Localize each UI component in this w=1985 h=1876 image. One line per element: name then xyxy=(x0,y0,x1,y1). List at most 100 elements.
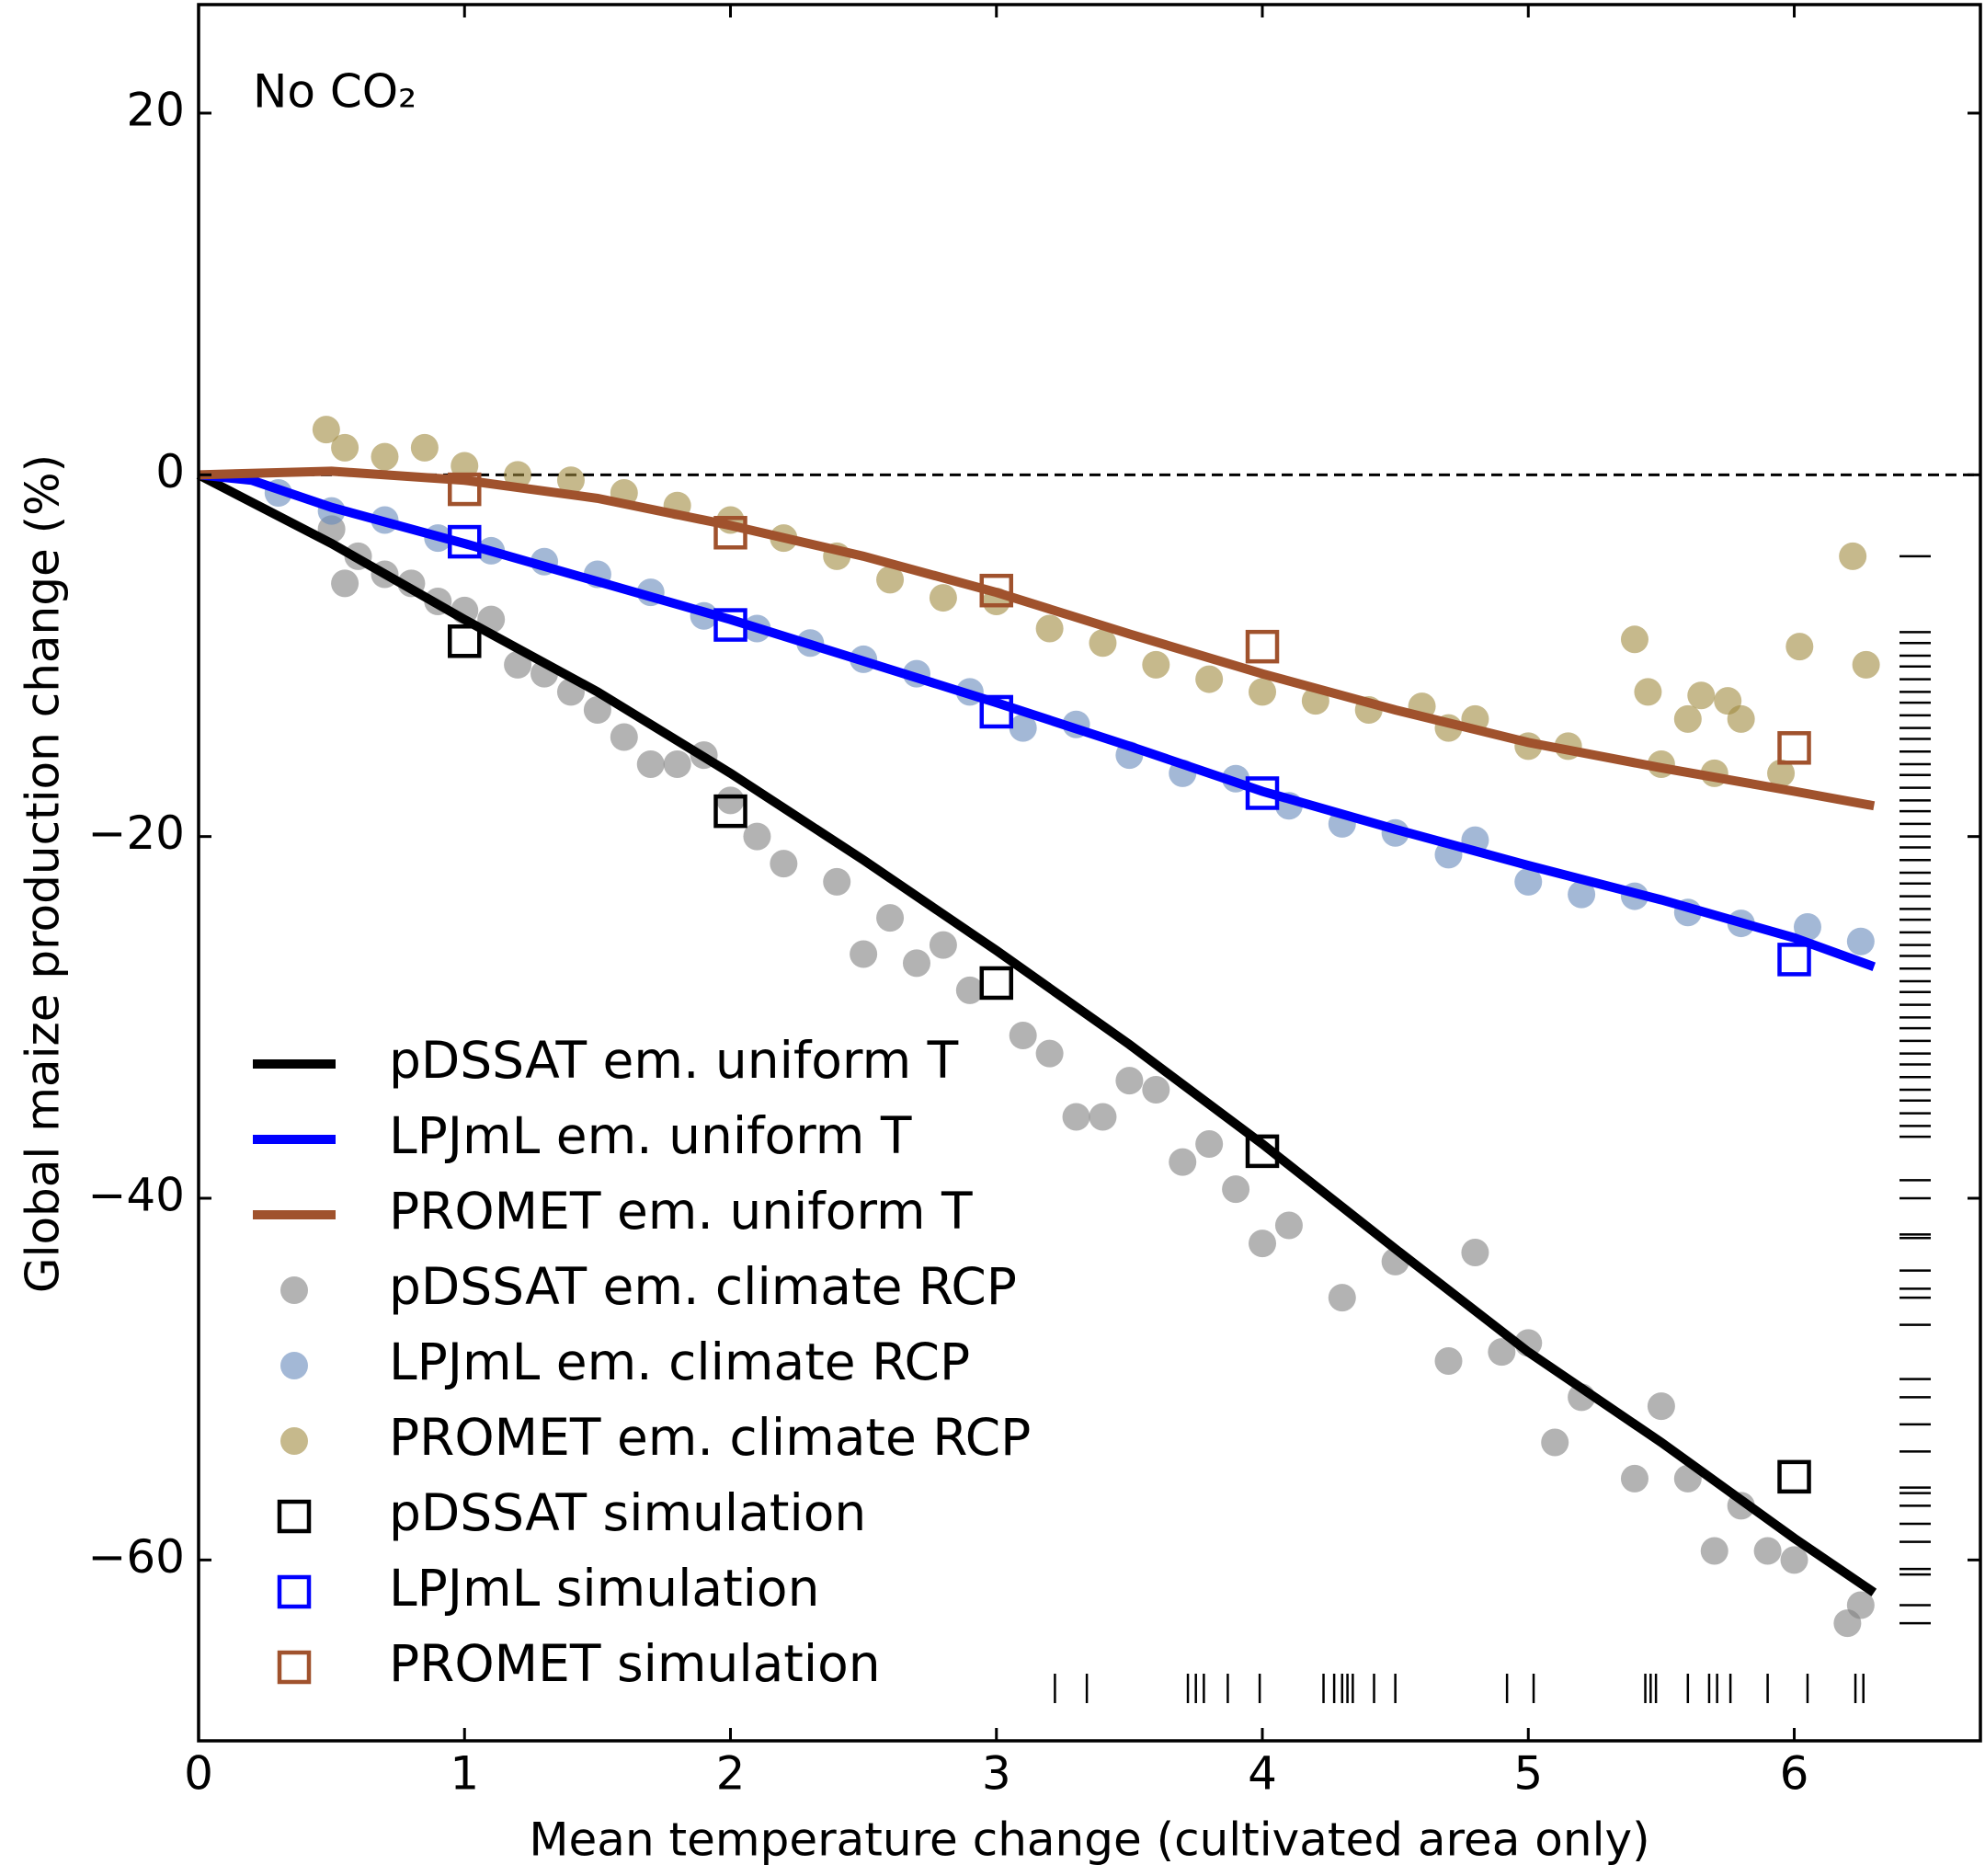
point xyxy=(823,867,851,896)
legend-swatch xyxy=(277,1499,312,1534)
point xyxy=(1461,1239,1489,1266)
x-tick-label: 1 xyxy=(450,1747,479,1801)
x-tick-label: 2 xyxy=(716,1747,746,1801)
point xyxy=(955,976,984,1004)
point xyxy=(1780,1546,1808,1574)
point xyxy=(1274,1211,1303,1240)
point xyxy=(504,650,532,679)
point xyxy=(850,940,878,968)
point xyxy=(1793,913,1821,941)
point xyxy=(1089,629,1117,658)
point xyxy=(1852,650,1880,679)
point xyxy=(1249,678,1277,706)
point xyxy=(743,822,771,851)
point xyxy=(876,566,905,594)
point xyxy=(663,750,691,778)
y-tick-label: 20 xyxy=(126,84,185,137)
legend-label: LPJmL simulation xyxy=(389,1559,819,1618)
point xyxy=(331,569,359,598)
simulation-marker xyxy=(1245,1134,1280,1169)
point xyxy=(1687,681,1716,710)
point xyxy=(1514,867,1543,896)
point xyxy=(331,433,359,462)
legend-swatch xyxy=(280,1276,308,1304)
point xyxy=(1035,614,1064,643)
simulation-marker xyxy=(1777,1459,1811,1494)
point xyxy=(610,723,638,751)
point xyxy=(929,931,957,959)
plot-frame xyxy=(197,3,1982,1743)
simulation-marker xyxy=(448,624,482,658)
point xyxy=(1035,1039,1064,1068)
point xyxy=(1142,1076,1170,1104)
point xyxy=(1620,1464,1648,1493)
annotation: No CO₂ xyxy=(253,65,416,119)
point xyxy=(410,433,439,462)
x-tick-label: 3 xyxy=(982,1747,1011,1801)
point xyxy=(371,442,399,471)
simulation-marker xyxy=(448,524,482,559)
point xyxy=(556,466,585,495)
simulation-marker xyxy=(979,966,1014,1001)
point xyxy=(876,904,905,932)
point xyxy=(1009,1022,1037,1049)
simulation-marker xyxy=(979,573,1014,608)
point xyxy=(1785,633,1814,661)
y-tick-label: 0 xyxy=(155,445,185,498)
simulation-marker xyxy=(713,608,747,642)
y-tick-label: −40 xyxy=(87,1169,185,1222)
point xyxy=(504,461,532,489)
x-tick-label: 5 xyxy=(1513,1747,1543,1801)
simulation-marker xyxy=(713,794,747,829)
point xyxy=(312,416,340,444)
point xyxy=(583,696,611,724)
point xyxy=(929,584,957,612)
point xyxy=(1115,1067,1144,1095)
y-tick-label: −60 xyxy=(87,1530,185,1584)
point xyxy=(1089,1103,1117,1131)
x-tick-label: 0 xyxy=(184,1747,213,1801)
point xyxy=(1753,1537,1782,1565)
simulation-marker xyxy=(979,694,1014,729)
line xyxy=(198,466,1876,811)
point xyxy=(1839,542,1867,570)
simulation-marker xyxy=(1245,629,1280,664)
point xyxy=(902,949,930,978)
legend-label: pDSSAT em. uniform T xyxy=(389,1031,959,1090)
point xyxy=(1541,1428,1569,1457)
point xyxy=(1700,1537,1728,1565)
point xyxy=(636,750,665,778)
legend-label: PROMET em. climate RCP xyxy=(389,1408,1031,1467)
legend-label: LPJmL em. climate RCP xyxy=(389,1333,970,1391)
legend-swatch xyxy=(277,1574,312,1609)
simulation-marker xyxy=(713,516,747,550)
simulation-marker xyxy=(448,472,482,507)
line xyxy=(196,470,1877,1596)
y-axis-label: Global maize production change (%) xyxy=(17,454,70,1293)
point xyxy=(1620,625,1648,654)
point xyxy=(1647,1392,1675,1421)
point xyxy=(1222,1175,1250,1204)
legend-label: PROMET em. uniform T xyxy=(389,1182,973,1241)
x-axis-label: Mean temperature change (cultivated area… xyxy=(529,1813,1649,1867)
simulation-marker xyxy=(1777,943,1811,977)
point xyxy=(1169,1148,1197,1176)
point xyxy=(1195,1130,1224,1158)
point xyxy=(1249,1230,1277,1258)
point xyxy=(1434,1347,1463,1375)
point xyxy=(1142,650,1170,679)
legend-label: PROMET simulation xyxy=(389,1634,881,1693)
x-tick-label: 6 xyxy=(1780,1747,1809,1801)
legend-swatch xyxy=(277,1650,312,1685)
legend-label: pDSSAT em. climate RCP xyxy=(389,1257,1017,1316)
legend-swatch xyxy=(280,1427,308,1455)
line xyxy=(198,470,1877,971)
point xyxy=(1488,1338,1516,1367)
point xyxy=(1062,1103,1090,1131)
point xyxy=(1634,678,1662,706)
point xyxy=(1009,714,1037,742)
legend-label: pDSSAT simulation xyxy=(389,1483,866,1542)
point xyxy=(716,786,745,815)
point xyxy=(1846,927,1875,955)
